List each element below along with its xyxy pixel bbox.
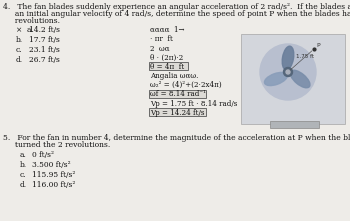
Text: ⋅ πr  ft: ⋅ πr ft: [150, 35, 173, 43]
Text: 4.   The fan blades suddenly experience an angular acceleration of 2 rad/s².  If: 4. The fan blades suddenly experience an…: [3, 3, 350, 11]
Text: c.: c.: [16, 46, 23, 54]
Text: b.: b.: [20, 161, 27, 169]
Text: ×  a.: × a.: [16, 26, 34, 34]
Text: d.: d.: [20, 181, 27, 189]
Text: b.: b.: [16, 36, 23, 44]
Text: θ ⋅ (2π)⋅2: θ ⋅ (2π)⋅2: [150, 54, 183, 62]
Text: revolutions.: revolutions.: [3, 17, 60, 25]
Circle shape: [260, 44, 316, 100]
Text: 23.1 ft/s: 23.1 ft/s: [29, 46, 60, 54]
Text: 17.7 ft/s: 17.7 ft/s: [29, 36, 60, 44]
Text: d.: d.: [16, 56, 23, 64]
Ellipse shape: [282, 46, 294, 70]
Text: 115.95 ft/s²: 115.95 ft/s²: [32, 171, 75, 179]
Text: turned the 2 revolutions.: turned the 2 revolutions.: [3, 141, 110, 149]
Text: 2  ωα: 2 ωα: [150, 44, 170, 52]
FancyBboxPatch shape: [149, 62, 188, 70]
FancyBboxPatch shape: [149, 90, 206, 98]
Circle shape: [284, 67, 293, 76]
FancyBboxPatch shape: [241, 34, 345, 124]
Text: 0 ft/s²: 0 ft/s²: [32, 151, 54, 159]
Text: 116.00 ft/s²: 116.00 ft/s²: [32, 181, 75, 189]
FancyBboxPatch shape: [270, 120, 318, 128]
Ellipse shape: [290, 70, 310, 88]
Text: 26.7 ft/s: 26.7 ft/s: [29, 56, 60, 64]
Text: θ = 4π  ft: θ = 4π ft: [150, 63, 184, 71]
Text: P: P: [316, 43, 320, 48]
FancyBboxPatch shape: [149, 108, 206, 116]
Text: 5.   For the fan in number 4, determine the magnitude of the acceleration at P w: 5. For the fan in number 4, determine th…: [3, 134, 350, 142]
Text: an initial angular velocity of 4 rad/s, determine the speed of point P when the : an initial angular velocity of 4 rad/s, …: [3, 10, 350, 18]
Text: Vp = 1.75 ft ⋅ 8.14 rad/s: Vp = 1.75 ft ⋅ 8.14 rad/s: [150, 100, 237, 108]
Text: 14.2 ft/s: 14.2 ft/s: [29, 26, 60, 34]
Ellipse shape: [265, 72, 287, 86]
Text: 1.75 ft: 1.75 ft: [296, 54, 314, 59]
Text: c.: c.: [20, 171, 27, 179]
Text: αααα  1→: αααα 1→: [150, 26, 184, 34]
Text: ωf = 8.14 rad⁻¹: ωf = 8.14 rad⁻¹: [150, 90, 206, 98]
Text: Vp = 14.24 ft/s: Vp = 14.24 ft/s: [150, 109, 204, 117]
Text: ω₂² = (4)²+(2⋅2x4π): ω₂² = (4)²+(2⋅2x4π): [150, 81, 222, 89]
Text: a.: a.: [20, 151, 27, 159]
Text: Angalia ωαω.: Angalia ωαω.: [150, 72, 198, 80]
Circle shape: [286, 70, 290, 74]
Text: 3.500 ft/s²: 3.500 ft/s²: [32, 161, 71, 169]
